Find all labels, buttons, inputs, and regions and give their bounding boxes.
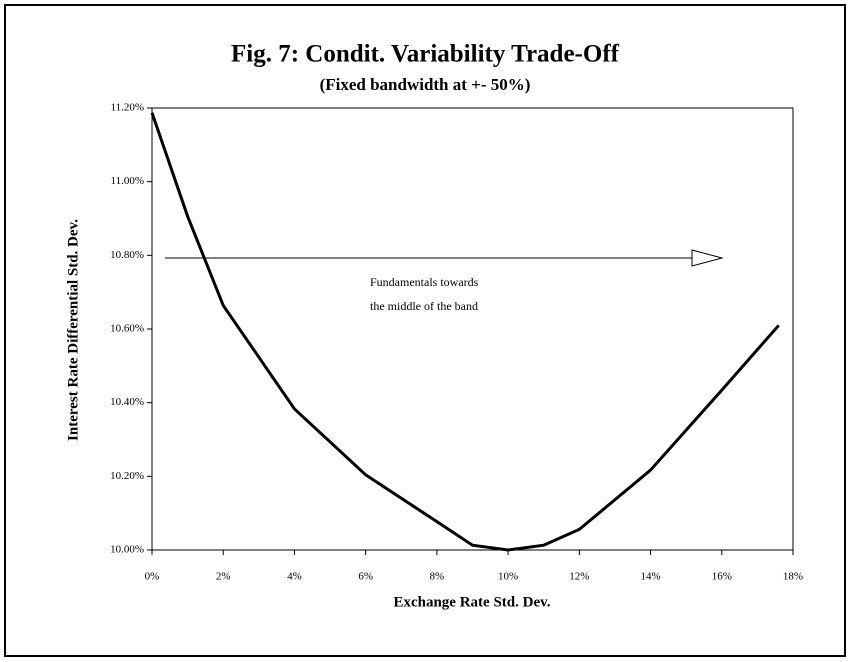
x-axis-label: Exchange Rate Std. Dev.	[393, 594, 550, 610]
chart-title: Fig. 7: Condit. Variability Trade-Off	[231, 41, 620, 68]
y-tick-label: 10.60%	[110, 323, 144, 335]
y-tick-label: 10.40%	[110, 396, 144, 408]
x-tick-label: 10%	[498, 571, 518, 583]
x-tick-label: 14%	[640, 571, 660, 583]
x-tick-label: 8%	[430, 571, 445, 583]
arrow-head	[691, 249, 724, 267]
y-tick-label: 11.00%	[110, 175, 144, 187]
x-tick-label: 16%	[712, 571, 732, 583]
y-tick-label: 10.00%	[110, 544, 144, 556]
y-axis-label: Interest Rate Differential Std. Dev.	[65, 219, 81, 441]
line	[150, 112, 780, 552]
annotation: the middle of the band	[370, 299, 478, 313]
x-tick-label: 0%	[145, 571, 160, 583]
x-tick-label: 4%	[287, 571, 302, 583]
annotation: Fundamentals towards	[370, 275, 479, 289]
x-tick-label: 2%	[216, 571, 231, 583]
x-tick-label: 18%	[783, 571, 803, 583]
x-tick-label: 6%	[358, 571, 373, 583]
chart-subtitle: (Fixed bandwidth at +- 50%)	[320, 75, 531, 94]
y-tick-label: 11.20%	[110, 102, 144, 114]
y-tick-label: 10.20%	[110, 470, 144, 482]
y-tick-label: 10.80%	[110, 249, 144, 261]
x-tick-label: 12%	[569, 571, 589, 583]
frame	[4, 4, 846, 657]
